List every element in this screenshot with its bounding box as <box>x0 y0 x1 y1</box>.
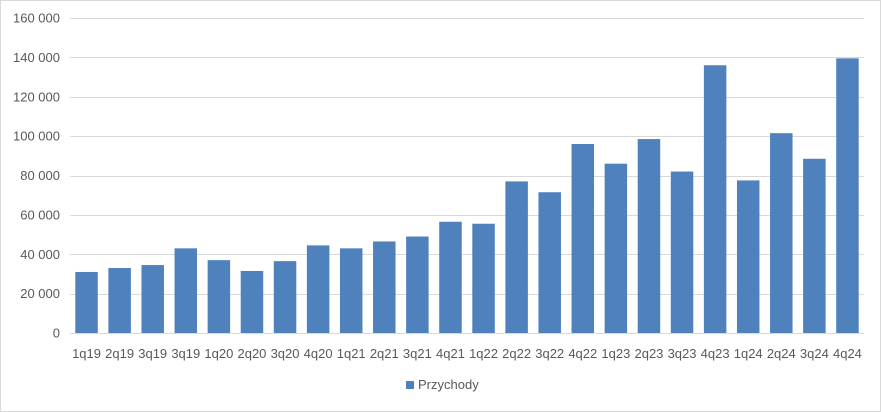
bar-3q22 <box>538 192 561 333</box>
x-tick-label: 2q20 <box>237 346 266 361</box>
bar-2q23 <box>637 139 661 333</box>
x-tick-label: 4q21 <box>436 346 465 361</box>
x-tick-label: 1q20 <box>204 346 233 361</box>
x-tick-label: 2q24 <box>767 346 796 361</box>
x-tick-label: 3q19 <box>171 346 200 361</box>
x-tick-label: 4q23 <box>701 346 730 361</box>
bar-4q23 <box>703 65 727 333</box>
bar-series-przychody <box>75 58 859 333</box>
bar-4q20 <box>306 245 330 333</box>
bar-4q21 <box>439 221 462 333</box>
bar-1q19 <box>75 271 98 333</box>
bar-2q24 <box>770 133 793 333</box>
x-axis-tick-labels: 1q19 2q19 3q19 3q19 1q20 2q20 3q20 4q20 1q21 2q21… <box>72 346 862 361</box>
x-tick-label: 3q22 <box>535 346 564 361</box>
legend-label-przychody: Przychody <box>418 377 479 392</box>
x-tick-label: 2q21 <box>370 346 399 361</box>
bar-1q23 <box>604 163 628 333</box>
bar-3q23 <box>670 171 694 333</box>
grid-lines <box>70 18 864 334</box>
x-tick-label: 1q24 <box>734 346 763 361</box>
x-tick-label: 2q22 <box>502 346 531 361</box>
y-tick-label: 140 000 <box>13 50 60 65</box>
bar-1q22 <box>472 223 495 333</box>
x-tick-label: 2q19 <box>105 346 134 361</box>
bar-4q24 <box>836 58 859 333</box>
legend: Przychody <box>406 377 479 392</box>
x-tick-label: 3q24 <box>800 346 829 361</box>
x-tick-label: 2q23 <box>634 346 663 361</box>
y-tick-label: 60 000 <box>20 207 60 222</box>
x-tick-label: 1q21 <box>337 346 366 361</box>
bar-3q24 <box>803 158 826 333</box>
bar-2q20 <box>240 270 264 333</box>
legend-swatch-przychody <box>406 381 414 389</box>
bar-2q19 <box>108 268 131 333</box>
x-tick-label: 4q20 <box>304 346 333 361</box>
y-tick-label: 0 <box>53 326 60 341</box>
y-tick-label: 80 000 <box>20 168 60 183</box>
y-tick-label: 100 000 <box>13 129 60 144</box>
bar-3q19 <box>174 248 198 333</box>
x-tick-label: 3q21 <box>403 346 432 361</box>
bar-1q20 <box>207 260 231 333</box>
bar-1q21 <box>339 248 363 333</box>
x-tick-label: 4q22 <box>568 346 597 361</box>
y-axis-tick-labels: 0 20 000 40 000 60 000 80 000 100 000 120 000 1… <box>13 11 60 341</box>
x-tick-label: 1q22 <box>469 346 498 361</box>
bar-3q21 <box>406 236 429 333</box>
bar-1q24 <box>736 180 760 333</box>
x-tick-label: 1q19 <box>72 346 101 361</box>
y-tick-label: 20 000 <box>20 286 60 301</box>
y-tick-label: 40 000 <box>20 247 60 262</box>
x-tick-label: 1q23 <box>601 346 630 361</box>
x-tick-label: 3q19 <box>138 346 167 361</box>
x-tick-label: 3q23 <box>668 346 697 361</box>
x-tick-label: 3q20 <box>271 346 300 361</box>
bar-2q21 <box>373 241 396 333</box>
y-tick-label: 160 000 <box>13 11 60 26</box>
y-tick-label: 120 000 <box>13 89 60 104</box>
bar-3q20 <box>273 261 297 333</box>
x-tick-label: 4q24 <box>833 346 862 361</box>
bar-3q19 <box>141 265 164 333</box>
bar-2q22 <box>505 181 528 333</box>
bar-4q22 <box>571 144 595 333</box>
